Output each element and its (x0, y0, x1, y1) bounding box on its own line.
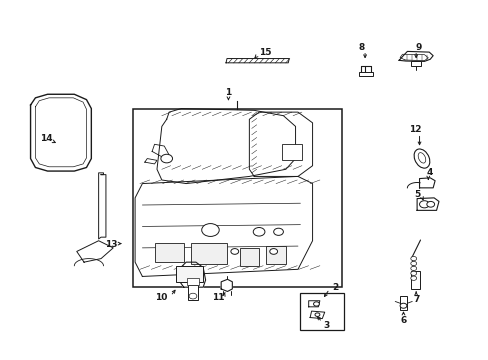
Text: 10: 10 (154, 293, 167, 302)
Text: 7: 7 (412, 295, 419, 304)
Polygon shape (419, 178, 434, 188)
Bar (239, 248, 259, 266)
Text: 2: 2 (331, 283, 337, 292)
Circle shape (313, 302, 319, 306)
Text: 14: 14 (40, 134, 52, 143)
Ellipse shape (417, 153, 425, 163)
Circle shape (201, 224, 219, 237)
Polygon shape (416, 198, 438, 210)
Polygon shape (398, 51, 432, 62)
Circle shape (161, 154, 172, 163)
Circle shape (253, 228, 264, 236)
Circle shape (410, 271, 416, 275)
Text: 4: 4 (425, 168, 431, 177)
Circle shape (314, 313, 319, 316)
Text: 5: 5 (413, 190, 419, 199)
Circle shape (410, 266, 416, 271)
Circle shape (419, 201, 428, 208)
Text: 3: 3 (323, 321, 328, 330)
Text: 6: 6 (400, 315, 406, 324)
Circle shape (269, 249, 277, 254)
Circle shape (410, 276, 416, 280)
Polygon shape (221, 279, 232, 292)
Text: 9: 9 (414, 43, 421, 52)
Bar (187, 285, 198, 300)
Text: 15: 15 (259, 48, 271, 57)
Polygon shape (177, 262, 205, 287)
Circle shape (410, 256, 416, 261)
Bar (410, 61, 420, 66)
Circle shape (273, 228, 283, 235)
Bar (154, 243, 183, 262)
Circle shape (230, 249, 238, 254)
Bar (410, 271, 419, 289)
Bar (176, 266, 203, 282)
Bar (191, 243, 227, 264)
Bar (266, 246, 285, 264)
Bar (282, 144, 301, 160)
Text: 11: 11 (212, 293, 224, 302)
Bar (399, 296, 407, 310)
Bar (300, 293, 344, 330)
Text: 1: 1 (225, 88, 231, 97)
Bar (187, 278, 199, 285)
Text: 8: 8 (357, 43, 364, 52)
Circle shape (426, 202, 434, 207)
Circle shape (399, 303, 406, 308)
Text: 12: 12 (408, 126, 421, 135)
Circle shape (189, 293, 197, 299)
Text: 13: 13 (104, 240, 117, 249)
Bar (132, 109, 341, 287)
Ellipse shape (413, 149, 429, 168)
Circle shape (410, 261, 416, 266)
Bar (358, 72, 372, 76)
